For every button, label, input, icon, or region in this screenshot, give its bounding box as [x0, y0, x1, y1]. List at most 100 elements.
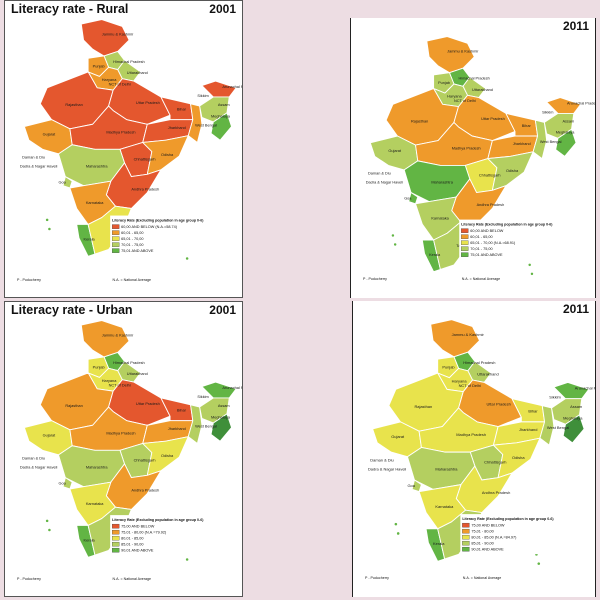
legend-title: Literacy Rate (Excluding population in a…: [462, 517, 554, 521]
india-map: Jammu & Kashmir Himachal Pradesh Punjab Utt…: [365, 319, 596, 580]
state-label-kl: Kerala: [84, 538, 96, 542]
legend-item-label: 75,01 AND ABOVE: [121, 249, 154, 253]
legend-item-label: 60,00 AND BELOW: [470, 229, 504, 233]
state-label-jh: Jharkhand: [168, 427, 186, 431]
state-label-mh: Maharashtra: [431, 180, 453, 184]
island-marker: [185, 257, 189, 260]
state-label-ml: Meghalaya: [211, 114, 231, 118]
legend-swatch: [112, 535, 120, 541]
legend-swatch: [462, 546, 470, 552]
legend-title: Literacy Rate (Excluding population in a…: [112, 518, 204, 522]
state-label-jh: Jharkhand: [513, 142, 531, 146]
legend-background: [460, 514, 583, 555]
legend-item-label: 60,01 - 65,00: [470, 235, 492, 239]
state-label-dn: Dadra & Nagar Haveli: [20, 165, 58, 169]
state-region-jk: [80, 320, 130, 358]
state-label-rj: Rajasthan: [414, 404, 432, 409]
state-label-ka: Karnataka: [431, 217, 449, 221]
state-label-mh: Maharashtra: [86, 165, 109, 169]
state-region-ne: [201, 381, 237, 399]
state-label-dn: Dadra & Nagar Haveli: [366, 180, 403, 184]
island-marker: [396, 532, 400, 535]
state-label-od: Odisha: [161, 153, 174, 157]
legend-swatch: [112, 523, 120, 529]
state-label-dl: NCT of Delhi: [459, 383, 482, 388]
state-label-wb: West Bengal: [195, 124, 217, 128]
state-label-ka: Karnataka: [435, 504, 454, 509]
legend-swatch: [461, 240, 469, 245]
state-label-mp: Madhya Pradesh: [456, 432, 486, 437]
state-label-ar: Arunachal Pradesh: [567, 101, 596, 105]
state-label-mh: Maharashtra: [435, 467, 458, 472]
state-label-kl: Kerala: [429, 253, 441, 257]
legend-item-label: 90,01 AND ABOVE: [471, 548, 504, 552]
legend-swatch: [461, 228, 469, 233]
state-label-as: Assam: [218, 103, 230, 107]
state-label-kl: Kerala: [84, 237, 96, 241]
island-marker: [48, 227, 51, 231]
state-label-jh: Jharkhand: [519, 427, 537, 432]
legend-swatch: [112, 529, 120, 535]
state-label-as: Assam: [562, 119, 574, 123]
state-label-wb: West Bengal: [547, 425, 569, 430]
legend-title: Literacy Rate (Excluding population in a…: [461, 223, 553, 227]
legend-item-label: 70,01 - 75,00: [470, 247, 492, 251]
state-region-ne3: [210, 112, 232, 141]
state-label-ka: Karnataka: [86, 201, 104, 205]
state-label-as: Assam: [570, 404, 583, 409]
state-label-dd: Daman & Diu: [22, 456, 45, 460]
india-map: Jammu & Kashmir Himachal Pradesh Punjab Utt…: [17, 320, 242, 581]
state-label-ap: Andhra Pradesh: [131, 488, 159, 492]
state-label-jk: Jammu & Kashmir: [102, 333, 134, 337]
panel-year: 2001: [209, 2, 236, 16]
legend-background: [459, 219, 583, 260]
island-marker: [528, 263, 531, 267]
state-label-ar: Arunachal Pradesh: [575, 385, 596, 390]
state-label-hr: Haryana: [447, 95, 462, 99]
legend: Literacy Rate (Excluding population in a…: [110, 515, 230, 556]
state-label-od: Odisha: [161, 454, 174, 458]
legend-background: [110, 515, 230, 556]
state-label-uk: Uttarakhand: [477, 371, 498, 376]
state-region-kl: [425, 528, 446, 562]
state-label-go: Goa: [59, 180, 67, 184]
legend-item-label: 60,00 AND BELOW (N.A.=58.74): [121, 225, 178, 229]
map-regions: Jammu & Kashmir Himachal Pradesh Punjab Utt…: [20, 320, 242, 561]
state-label-sk: Sikkim: [197, 395, 208, 399]
state-label-rj: Rajasthan: [65, 404, 82, 408]
state-label-up: Uttar Pradesh: [486, 402, 510, 407]
panel-rural-2001: Literacy rate - Rural 2001 Jammu & Kashm…: [4, 0, 243, 298]
panel-title: Literacy rate - Urban: [11, 303, 133, 317]
state-label-rj: Rajasthan: [411, 119, 428, 123]
state-region-ne3: [562, 414, 585, 444]
state-region-kl: [421, 239, 441, 273]
legend: Literacy Rate (Excluding population in a…: [460, 514, 583, 555]
legend-swatch: [112, 248, 120, 253]
legend-swatch: [462, 540, 470, 546]
state-label-up: Uttar Pradesh: [136, 101, 160, 105]
legend-swatch: [462, 528, 470, 534]
state-label-uk: Uttarakhand: [127, 372, 148, 376]
state-label-cg: Chhattisgarh: [484, 460, 506, 465]
legend-item-label: 80,01 - 85,00 (N.A.=84.97): [471, 536, 517, 540]
state-label-gj: Gujarat: [43, 133, 57, 137]
island-marker: [394, 522, 398, 526]
panel-urban-2011: 2011 Jammu & Kashmir Himachal Pradesh Punj…: [352, 301, 596, 597]
legend-item-label: 75,01 AND ABOVE: [470, 253, 503, 257]
panel-rural-2011: 2011 Jammu & Kashmir Himachal Pradesh Punj…: [350, 18, 596, 298]
state-region-od: [487, 151, 534, 191]
state-label-mh: Maharashtra: [86, 466, 109, 470]
island-marker: [48, 528, 51, 532]
state-label-br: Bihar: [528, 409, 538, 414]
state-label-mp: Madhya Pradesh: [452, 147, 481, 151]
state-region-ne: [546, 97, 582, 114]
island-marker: [530, 272, 534, 276]
legend-swatch: [112, 230, 120, 235]
state-label-go: Goa: [407, 483, 415, 488]
state-label-dd: Daman & Diu: [22, 155, 45, 159]
state-region-jk: [80, 19, 130, 57]
state-label-od: Odisha: [506, 169, 519, 173]
island-marker: [45, 519, 49, 523]
state-label-dd: Daman & Diu: [368, 171, 391, 175]
state-label-ap: Andhra Pradesh: [131, 187, 159, 191]
